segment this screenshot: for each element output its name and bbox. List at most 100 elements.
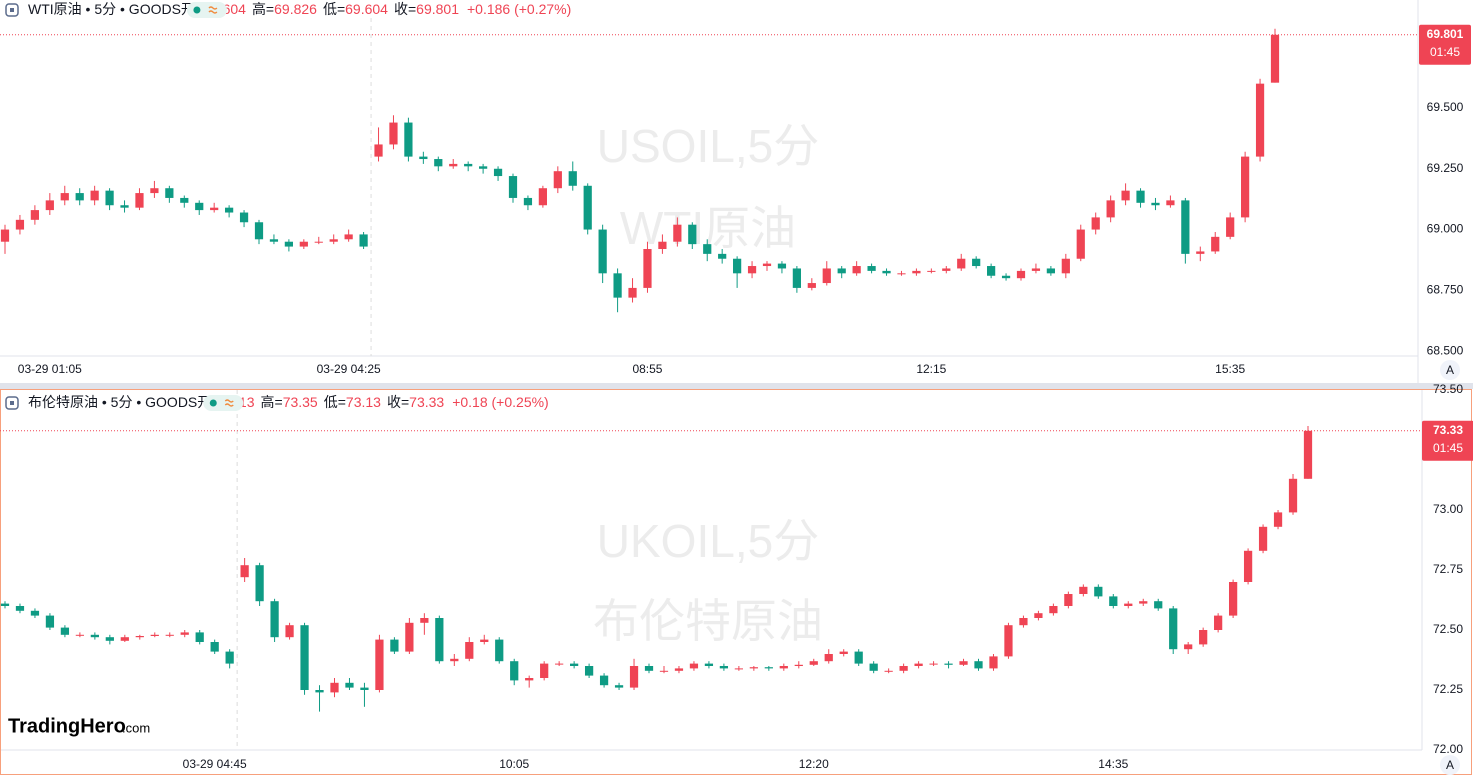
candle-body	[419, 156, 428, 160]
candle-body	[1004, 625, 1013, 657]
candle-body	[405, 622, 414, 652]
candle-body	[269, 239, 279, 242]
candle-body	[1049, 606, 1058, 614]
countdown-label: 01:45	[1430, 45, 1460, 59]
candle-body	[987, 266, 996, 276]
x-tick-label: 03-29 04:45	[183, 757, 247, 771]
candle-body	[508, 176, 518, 198]
candle-body	[210, 207, 219, 211]
candle-body	[1061, 258, 1070, 274]
candle-body	[30, 210, 39, 220]
candle-body	[927, 270, 936, 272]
candle-body	[1255, 83, 1265, 157]
legend: 布伦特原油 • 5分 • GOODS开=73.13高=73.35低=73.13收…	[28, 394, 549, 410]
candle-body	[599, 675, 609, 686]
candle-body	[718, 253, 727, 259]
candle-body	[854, 651, 863, 664]
last-price-box	[1422, 420, 1473, 461]
candle-body	[450, 658, 459, 662]
candle-body	[1199, 630, 1208, 645]
candle-body	[75, 193, 84, 201]
candle-body	[733, 258, 742, 274]
candle-body	[614, 685, 624, 688]
candle-body	[1124, 603, 1133, 606]
candle-body	[734, 668, 743, 670]
candle-body	[703, 244, 712, 254]
candle-body	[510, 661, 519, 681]
candle-body	[914, 663, 923, 666]
candle-body	[1273, 512, 1283, 527]
ohlc-value: 69.801	[416, 1, 459, 17]
candle-body	[747, 266, 757, 274]
candle-body	[719, 666, 729, 669]
candle-body	[1196, 251, 1205, 254]
candle-body	[1046, 268, 1055, 274]
last-price-label: 73.33	[1433, 423, 1463, 437]
candle-body	[777, 263, 787, 269]
candle-body	[45, 200, 54, 211]
candle-body	[673, 224, 682, 242]
candle-body	[1064, 594, 1073, 606]
candle-body	[240, 565, 249, 578]
candle-body	[989, 656, 998, 669]
candle-body	[882, 270, 891, 274]
x-tick-label: 03-29 04:25	[317, 362, 381, 376]
candle-body	[957, 258, 966, 269]
candle-body	[135, 636, 144, 638]
candle-body	[374, 144, 383, 157]
x-tick-label: 12:20	[799, 757, 829, 771]
candle-body	[300, 625, 309, 690]
ohlc-value: 69.826	[274, 1, 317, 17]
scale-button-bg	[1440, 360, 1460, 380]
candle-body	[598, 229, 607, 274]
candle-body	[749, 667, 758, 669]
candle-body	[762, 263, 772, 267]
candle-body	[1154, 601, 1163, 609]
x-tick-label: 10:05	[499, 757, 529, 771]
candle-body	[629, 666, 639, 688]
candle-body	[525, 678, 534, 681]
candle-body	[465, 642, 474, 659]
candle-body	[329, 239, 338, 242]
candle-body	[1034, 613, 1043, 618]
candle-body	[837, 268, 846, 274]
candle-body	[1076, 229, 1085, 259]
pane-separator	[0, 383, 1473, 389]
candle-body	[1019, 618, 1028, 626]
candle-body	[1106, 200, 1115, 218]
candle-body	[480, 639, 489, 642]
ohlc-label: 低=	[324, 394, 346, 410]
candle-body	[434, 159, 443, 167]
candle-body	[285, 625, 294, 638]
watermark: USOIL,5分	[597, 120, 819, 172]
candle-body	[570, 663, 579, 666]
candle-body	[822, 268, 831, 284]
candle-body	[254, 222, 264, 240]
last-price-box	[1419, 24, 1471, 65]
candle-body	[867, 266, 876, 271]
candle-body	[0, 603, 10, 606]
candle-body	[704, 663, 714, 666]
candle-body	[1181, 200, 1190, 254]
y-tick-label: 73.00	[1433, 502, 1463, 516]
candle-body	[420, 618, 429, 623]
candle-body	[839, 651, 848, 654]
candle-body	[195, 632, 204, 642]
candle-body	[30, 610, 40, 616]
x-tick-label: 12:15	[916, 362, 946, 376]
candle-body	[583, 185, 592, 230]
x-tick-label: 15:35	[1215, 362, 1245, 376]
candle-body	[359, 234, 368, 247]
candle-body	[1136, 190, 1145, 203]
candle-body	[674, 668, 684, 671]
candle-body	[299, 241, 308, 247]
status-dot	[209, 399, 217, 407]
y-tick-label: 72.00	[1433, 742, 1463, 756]
scale-button[interactable]: A	[1446, 363, 1454, 377]
candle-body	[344, 234, 353, 240]
candle-body	[345, 682, 354, 688]
candle-body	[912, 270, 921, 274]
candle-body	[90, 634, 99, 638]
scale-button[interactable]: A	[1446, 758, 1454, 772]
